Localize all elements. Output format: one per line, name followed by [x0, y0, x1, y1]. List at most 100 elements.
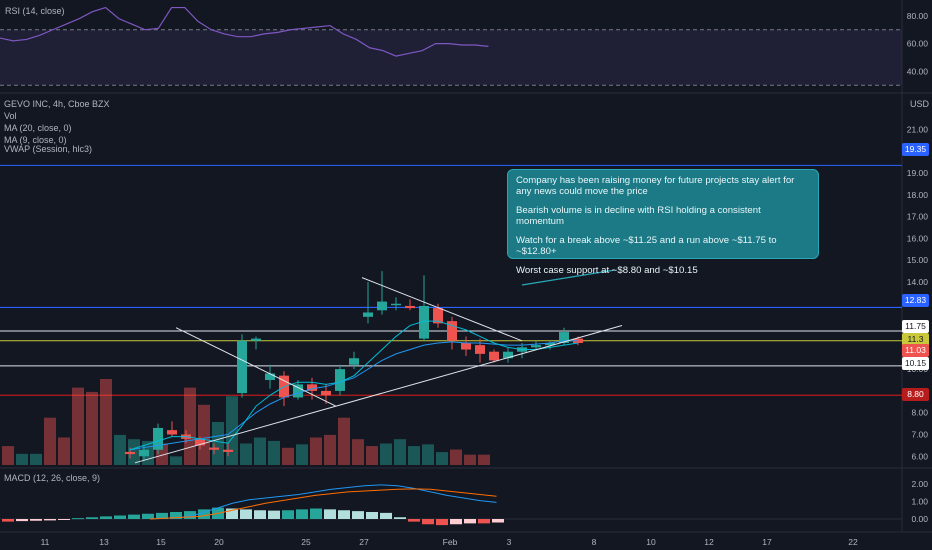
macd-hist-bar: [478, 519, 490, 524]
support-price-tag: 8.80: [902, 388, 929, 401]
annotation-text-2: Bearish volume is in decline with RSI ho…: [516, 205, 761, 227]
candle-body: [475, 345, 485, 354]
macd-hist-bar: [422, 519, 434, 525]
candle-body: [447, 321, 457, 341]
candle-body: [335, 369, 345, 391]
downtrend-line-1: [175, 327, 337, 407]
macd-hist-bar: [30, 519, 42, 521]
volume-bar: [2, 446, 14, 465]
price-tick-label: 18.00: [907, 190, 929, 200]
macd-hist-bar: [198, 509, 210, 519]
time-axis-label: 3: [507, 537, 512, 547]
volume-bar: [338, 417, 350, 465]
candle-body: [545, 342, 555, 346]
volume-bar: [72, 387, 84, 465]
macd-signal-line: [149, 488, 497, 520]
macd-hist-bar: [450, 519, 462, 525]
volume-bar: [310, 437, 322, 465]
candle-body: [531, 345, 541, 348]
annotation-text-3: Watch for a break above ~$11.25 and a ru…: [516, 235, 777, 257]
rsi-tick-label: 40.00: [907, 66, 929, 76]
vwap-price-tag: 19.35: [902, 143, 929, 156]
macd-hist-bar: [338, 510, 350, 519]
volume-bar: [422, 444, 434, 465]
vol-label: Vol: [4, 111, 17, 121]
macd-hist-bar: [2, 519, 14, 522]
macd-hist-bar: [436, 519, 448, 526]
macd-hist-bar: [324, 509, 336, 519]
volume-bar: [198, 404, 210, 465]
candle-body: [307, 384, 317, 391]
volume-bar: [408, 446, 420, 465]
candle-body: [153, 427, 163, 450]
candle-body: [167, 430, 177, 435]
volume-bar: [268, 440, 280, 465]
candle-body: [419, 305, 429, 339]
time-axis-label: 15: [156, 537, 166, 547]
candle-body: [363, 312, 373, 317]
time-axis-label: 10: [646, 537, 656, 547]
volume-bar: [86, 391, 98, 465]
candle-body: [321, 390, 331, 396]
macd-hist-bar: [268, 510, 280, 519]
macd-hist-bar: [58, 519, 70, 520]
macd-hist-bar: [352, 511, 364, 519]
volume-bar: [58, 437, 70, 465]
macd-hist-bar: [464, 519, 476, 524]
macd-hist-bar: [44, 519, 56, 521]
downtrend-line-2: [361, 277, 523, 342]
time-axis-label: 20: [214, 537, 224, 547]
candle-body: [293, 384, 303, 398]
volume-bar: [282, 447, 294, 465]
volume-bar: [380, 443, 392, 465]
macd-hist-bar: [184, 511, 196, 519]
candle-body: [559, 332, 569, 343]
upper-level-tag: 11.75: [902, 320, 929, 333]
analysis-annotation[interactable]: Company has been raising money for futur…: [507, 169, 819, 276]
volume-bar: [240, 443, 252, 465]
macd-hist-bar: [310, 508, 322, 519]
volume-bar: [478, 454, 490, 465]
macd-hist-bar: [72, 518, 84, 520]
resistance-price-tag: 12.83: [902, 294, 929, 307]
macd-hist-bar: [254, 510, 266, 519]
volume-bar: [212, 422, 224, 465]
volume-bar: [366, 446, 378, 465]
candle-body: [433, 308, 443, 324]
volume-bar: [394, 439, 406, 465]
candle-body: [237, 340, 247, 394]
candle-body: [125, 451, 135, 455]
candle-body: [503, 351, 513, 359]
uptrend-line: [134, 325, 623, 464]
volume-bar: [464, 454, 476, 465]
macd-hist-bar: [156, 512, 168, 519]
macd-hist-bar: [296, 509, 308, 519]
macd-hist-bar: [492, 519, 504, 523]
volume-bar: [254, 437, 266, 465]
candle-body: [405, 305, 415, 309]
mid-level-tag: 11.3: [902, 333, 929, 346]
rsi-line: [0, 6, 489, 57]
macd-hist-bar: [114, 515, 126, 519]
candle-body: [251, 338, 261, 341]
volume-bar: [30, 453, 42, 465]
candle-body: [461, 342, 471, 350]
volume-bar: [352, 439, 364, 465]
macd-hist-bar: [226, 508, 238, 519]
candle-body: [139, 449, 149, 457]
price-tick-label: 14.00: [907, 277, 929, 287]
time-axis-label: 27: [359, 537, 369, 547]
candle-body: [489, 351, 499, 361]
macd-tick-label: 1.00: [911, 497, 928, 507]
candle-body: [391, 303, 401, 306]
macd-line: [149, 484, 497, 520]
ma9-label: MA (9, close, 0): [4, 135, 67, 145]
lower-level-tag: 10.15: [902, 357, 929, 370]
price-tick-label: 21.00: [907, 124, 929, 134]
macd-hist-bar: [142, 513, 154, 519]
macd-hist-bar: [366, 512, 378, 519]
macd-hist-bar: [240, 509, 252, 519]
macd-hist-bar: [380, 512, 392, 519]
time-axis-label: 8: [592, 537, 597, 547]
